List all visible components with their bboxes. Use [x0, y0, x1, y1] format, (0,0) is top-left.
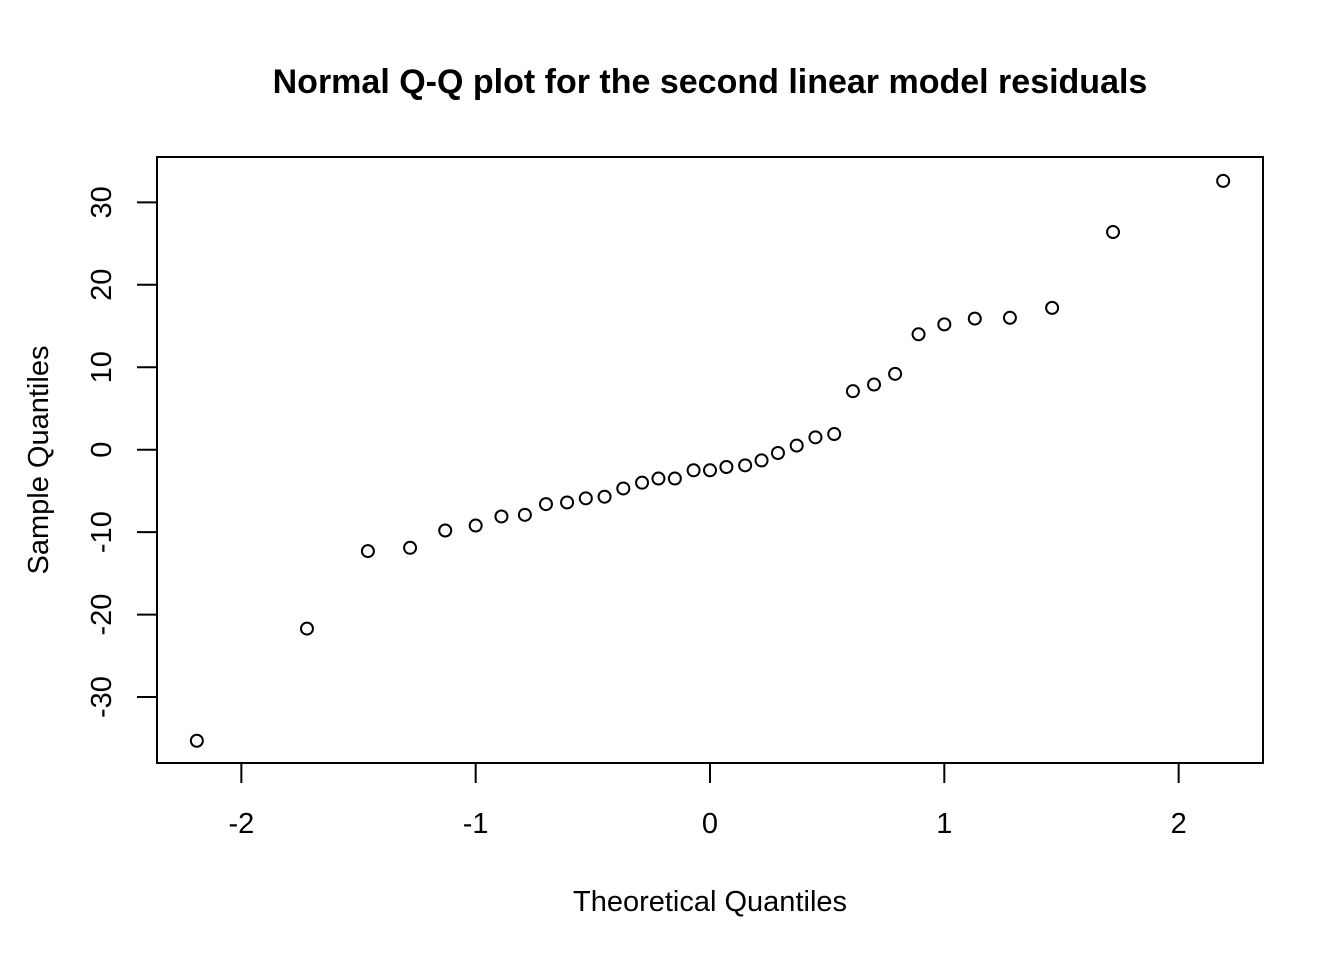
data-point-26 — [845, 384, 860, 399]
data-point-18 — [703, 463, 717, 478]
y-tick-label: 20 — [86, 269, 118, 301]
data-point-22 — [770, 445, 785, 460]
y-axis: -30 -20 -10 0 10 20 30 — [86, 186, 158, 718]
data-point-7 — [494, 509, 509, 524]
data-point-16 — [667, 471, 682, 486]
x-tick-label: -2 — [228, 808, 254, 840]
chart-title: Normal Q-Q plot for the second linear mo… — [273, 63, 1148, 101]
y-axis-label: Sample Quantiles — [23, 346, 55, 575]
data-point-2 — [299, 621, 314, 636]
data-point-10 — [560, 495, 575, 510]
x-tick-label: -1 — [463, 808, 489, 840]
x-tick-label: 0 — [702, 808, 718, 840]
data-point-9 — [538, 497, 553, 512]
data-point-23 — [789, 438, 804, 453]
y-tick-label: 30 — [86, 186, 118, 218]
data-point-33 — [1045, 300, 1060, 315]
data-point-29 — [911, 327, 926, 342]
data-point-19 — [719, 460, 734, 475]
data-point-28 — [888, 366, 903, 381]
y-tick-label: 10 — [86, 351, 118, 383]
data-point-11 — [578, 491, 593, 506]
data-point-27 — [867, 377, 882, 392]
data-point-3 — [360, 544, 375, 559]
x-axis-label: Theoretical Quantiles — [573, 886, 847, 918]
data-point-21 — [754, 453, 769, 468]
data-point-8 — [517, 507, 532, 522]
data-point-4 — [403, 540, 418, 555]
y-tick-label: -10 — [86, 511, 118, 553]
data-point-30 — [937, 317, 952, 332]
y-tick-label: -20 — [86, 594, 118, 636]
data-point-32 — [1002, 310, 1017, 325]
x-tick-label: 2 — [1171, 808, 1187, 840]
data-point-35 — [1216, 173, 1231, 188]
data-points — [189, 173, 1231, 748]
data-point-14 — [635, 475, 650, 490]
data-point-17 — [686, 463, 701, 478]
data-point-1 — [189, 733, 204, 748]
x-axis: -2 -1 0 1 2 — [228, 762, 1187, 840]
plot-area-frame — [156, 156, 1264, 764]
data-point-31 — [967, 311, 982, 326]
data-point-34 — [1106, 225, 1121, 240]
y-tick-label: 0 — [86, 442, 118, 458]
y-tick-label: -30 — [86, 676, 118, 718]
data-point-6 — [468, 518, 483, 533]
data-point-12 — [597, 489, 612, 504]
data-point-13 — [616, 481, 631, 496]
data-point-20 — [738, 458, 753, 473]
data-point-25 — [827, 427, 842, 442]
data-point-15 — [651, 471, 666, 486]
data-point-5 — [438, 523, 453, 538]
data-point-24 — [808, 430, 823, 445]
x-tick-label: 1 — [936, 808, 952, 840]
